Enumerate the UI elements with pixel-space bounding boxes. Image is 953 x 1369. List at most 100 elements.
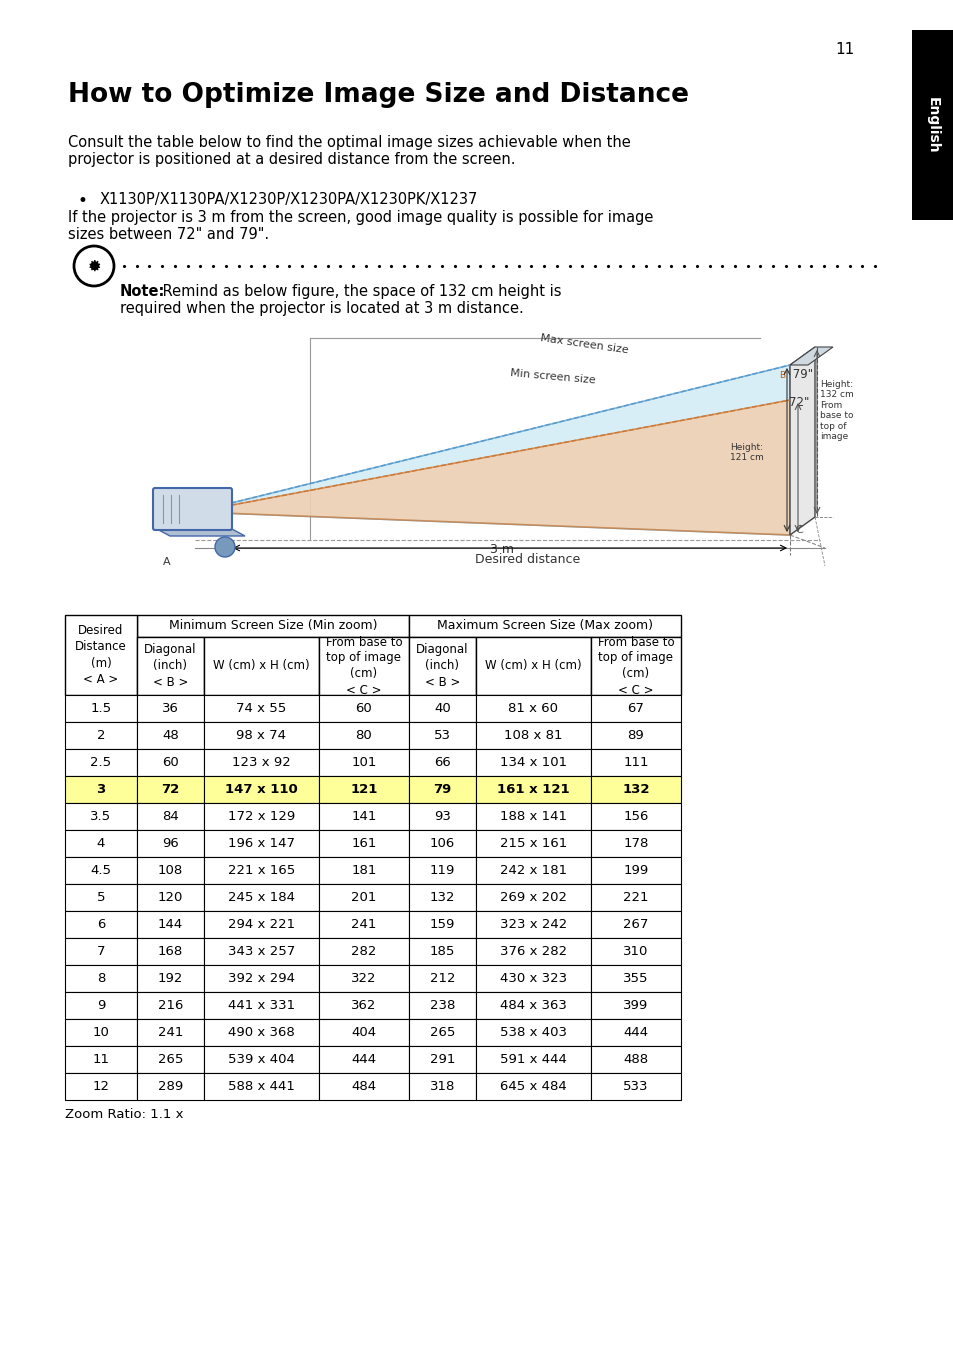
Text: 216: 216 bbox=[157, 999, 183, 1012]
Text: Max screen size: Max screen size bbox=[539, 333, 629, 355]
Bar bbox=[409, 637, 476, 695]
Bar bbox=[137, 830, 204, 857]
Bar bbox=[409, 938, 476, 965]
Text: 588 x 441: 588 x 441 bbox=[228, 1080, 294, 1092]
Text: 430 x 323: 430 x 323 bbox=[499, 972, 566, 986]
Text: 74 x 55: 74 x 55 bbox=[236, 702, 286, 715]
Text: How to Optimize Image Size and Distance: How to Optimize Image Size and Distance bbox=[68, 82, 688, 108]
Bar bbox=[476, 938, 590, 965]
Bar bbox=[318, 721, 409, 749]
Text: 355: 355 bbox=[622, 972, 648, 986]
Bar bbox=[476, 884, 590, 910]
Bar bbox=[476, 749, 590, 776]
Text: 267: 267 bbox=[622, 919, 648, 931]
Text: 79: 79 bbox=[433, 783, 451, 795]
Bar bbox=[65, 1019, 137, 1046]
Text: 310: 310 bbox=[622, 945, 648, 958]
Text: W (cm) x H (cm): W (cm) x H (cm) bbox=[485, 660, 581, 672]
Bar bbox=[318, 1046, 409, 1073]
Bar bbox=[590, 910, 680, 938]
Bar bbox=[204, 830, 318, 857]
Bar bbox=[318, 749, 409, 776]
Text: 161: 161 bbox=[351, 836, 376, 850]
Text: 291: 291 bbox=[430, 1053, 455, 1066]
Bar bbox=[137, 695, 204, 721]
Bar bbox=[409, 1019, 476, 1046]
Bar bbox=[476, 1046, 590, 1073]
Text: Diagonal
(inch)
< B >: Diagonal (inch) < B > bbox=[144, 643, 196, 689]
Bar bbox=[409, 857, 476, 884]
Bar bbox=[409, 721, 476, 749]
Text: From base to
top of image
(cm)
< C >: From base to top of image (cm) < C > bbox=[325, 635, 402, 697]
Bar bbox=[65, 721, 137, 749]
Bar bbox=[65, 1073, 137, 1101]
Bar bbox=[590, 830, 680, 857]
Text: 121: 121 bbox=[350, 783, 377, 795]
Text: B: B bbox=[778, 371, 784, 379]
Bar bbox=[137, 776, 204, 804]
Text: Maximum Screen Size (Max zoom): Maximum Screen Size (Max zoom) bbox=[436, 620, 652, 632]
Bar bbox=[65, 776, 137, 804]
Bar bbox=[137, 637, 204, 695]
Bar bbox=[137, 910, 204, 938]
Text: 221 x 165: 221 x 165 bbox=[228, 864, 294, 878]
Bar bbox=[590, 965, 680, 993]
FancyBboxPatch shape bbox=[152, 487, 232, 530]
Bar bbox=[318, 1019, 409, 1046]
Bar bbox=[590, 1046, 680, 1073]
Bar bbox=[590, 1073, 680, 1101]
Text: Diagonal
(inch)
< B >: Diagonal (inch) < B > bbox=[416, 643, 468, 689]
Text: 123 x 92: 123 x 92 bbox=[232, 756, 291, 769]
Bar bbox=[137, 1073, 204, 1101]
Text: 3: 3 bbox=[96, 783, 106, 795]
Bar bbox=[590, 804, 680, 830]
Bar bbox=[65, 993, 137, 1019]
Bar bbox=[137, 993, 204, 1019]
Bar bbox=[476, 830, 590, 857]
Bar bbox=[318, 993, 409, 1019]
Bar bbox=[318, 776, 409, 804]
Bar bbox=[476, 637, 590, 695]
Text: 7: 7 bbox=[96, 945, 105, 958]
Bar bbox=[137, 938, 204, 965]
Bar bbox=[65, 615, 137, 695]
Text: 172 x 129: 172 x 129 bbox=[228, 810, 294, 823]
Text: 488: 488 bbox=[622, 1053, 648, 1066]
Text: 444: 444 bbox=[351, 1053, 376, 1066]
Text: 6: 6 bbox=[96, 919, 105, 931]
Bar bbox=[204, 857, 318, 884]
Text: 404: 404 bbox=[351, 1025, 376, 1039]
Text: C: C bbox=[794, 524, 801, 535]
Text: 40: 40 bbox=[434, 702, 451, 715]
Bar bbox=[65, 965, 137, 993]
Text: 119: 119 bbox=[430, 864, 455, 878]
Text: 392 x 294: 392 x 294 bbox=[228, 972, 294, 986]
Bar bbox=[204, 804, 318, 830]
Text: 2.5: 2.5 bbox=[91, 756, 112, 769]
Text: 294 x 221: 294 x 221 bbox=[228, 919, 294, 931]
Text: 9: 9 bbox=[96, 999, 105, 1012]
Bar bbox=[476, 776, 590, 804]
Text: 159: 159 bbox=[430, 919, 455, 931]
Bar bbox=[204, 721, 318, 749]
Bar bbox=[65, 695, 137, 721]
Text: 490 x 368: 490 x 368 bbox=[228, 1025, 294, 1039]
Bar bbox=[65, 1046, 137, 1073]
Text: W (cm) x H (cm): W (cm) x H (cm) bbox=[213, 660, 310, 672]
Text: 538 x 403: 538 x 403 bbox=[499, 1025, 566, 1039]
Text: 318: 318 bbox=[430, 1080, 455, 1092]
Text: 221: 221 bbox=[622, 891, 648, 904]
Text: 72": 72" bbox=[788, 397, 808, 409]
Polygon shape bbox=[154, 528, 245, 537]
Bar bbox=[137, 804, 204, 830]
Text: Min screen size: Min screen size bbox=[510, 367, 596, 385]
Text: ⬤: ⬤ bbox=[90, 260, 98, 270]
Text: 188 x 141: 188 x 141 bbox=[499, 810, 566, 823]
Text: 111: 111 bbox=[622, 756, 648, 769]
Text: 199: 199 bbox=[622, 864, 648, 878]
Bar bbox=[65, 884, 137, 910]
Text: 67: 67 bbox=[627, 702, 644, 715]
Text: 282: 282 bbox=[351, 945, 376, 958]
Bar bbox=[65, 857, 137, 884]
Text: Desired
Distance
(m)
< A >: Desired Distance (m) < A > bbox=[75, 624, 127, 686]
